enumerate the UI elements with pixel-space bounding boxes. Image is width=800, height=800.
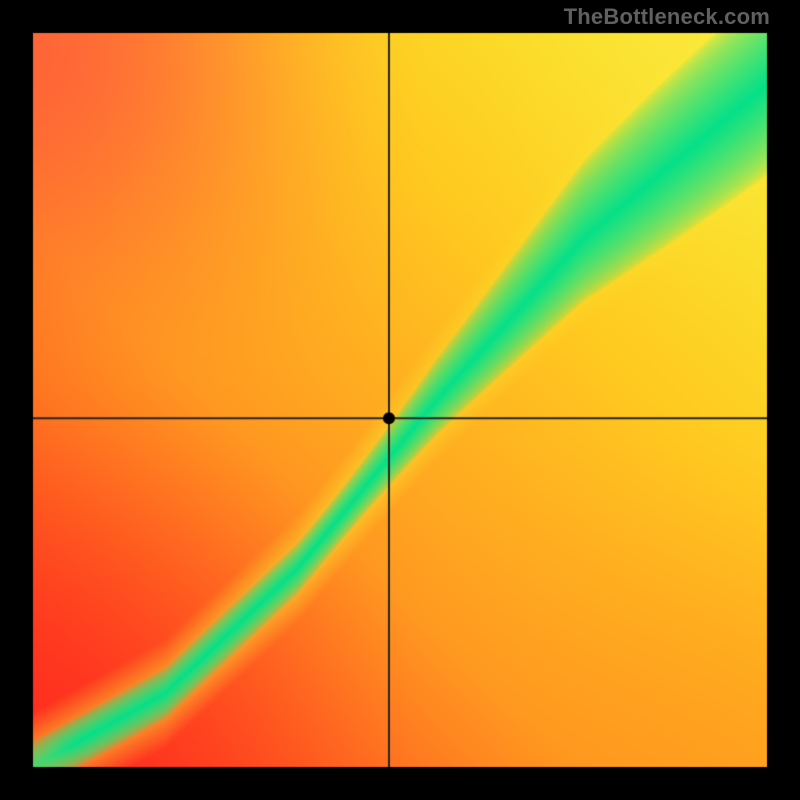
watermark-text: TheBottleneck.com <box>564 4 770 30</box>
bottleneck-heatmap <box>0 0 800 800</box>
